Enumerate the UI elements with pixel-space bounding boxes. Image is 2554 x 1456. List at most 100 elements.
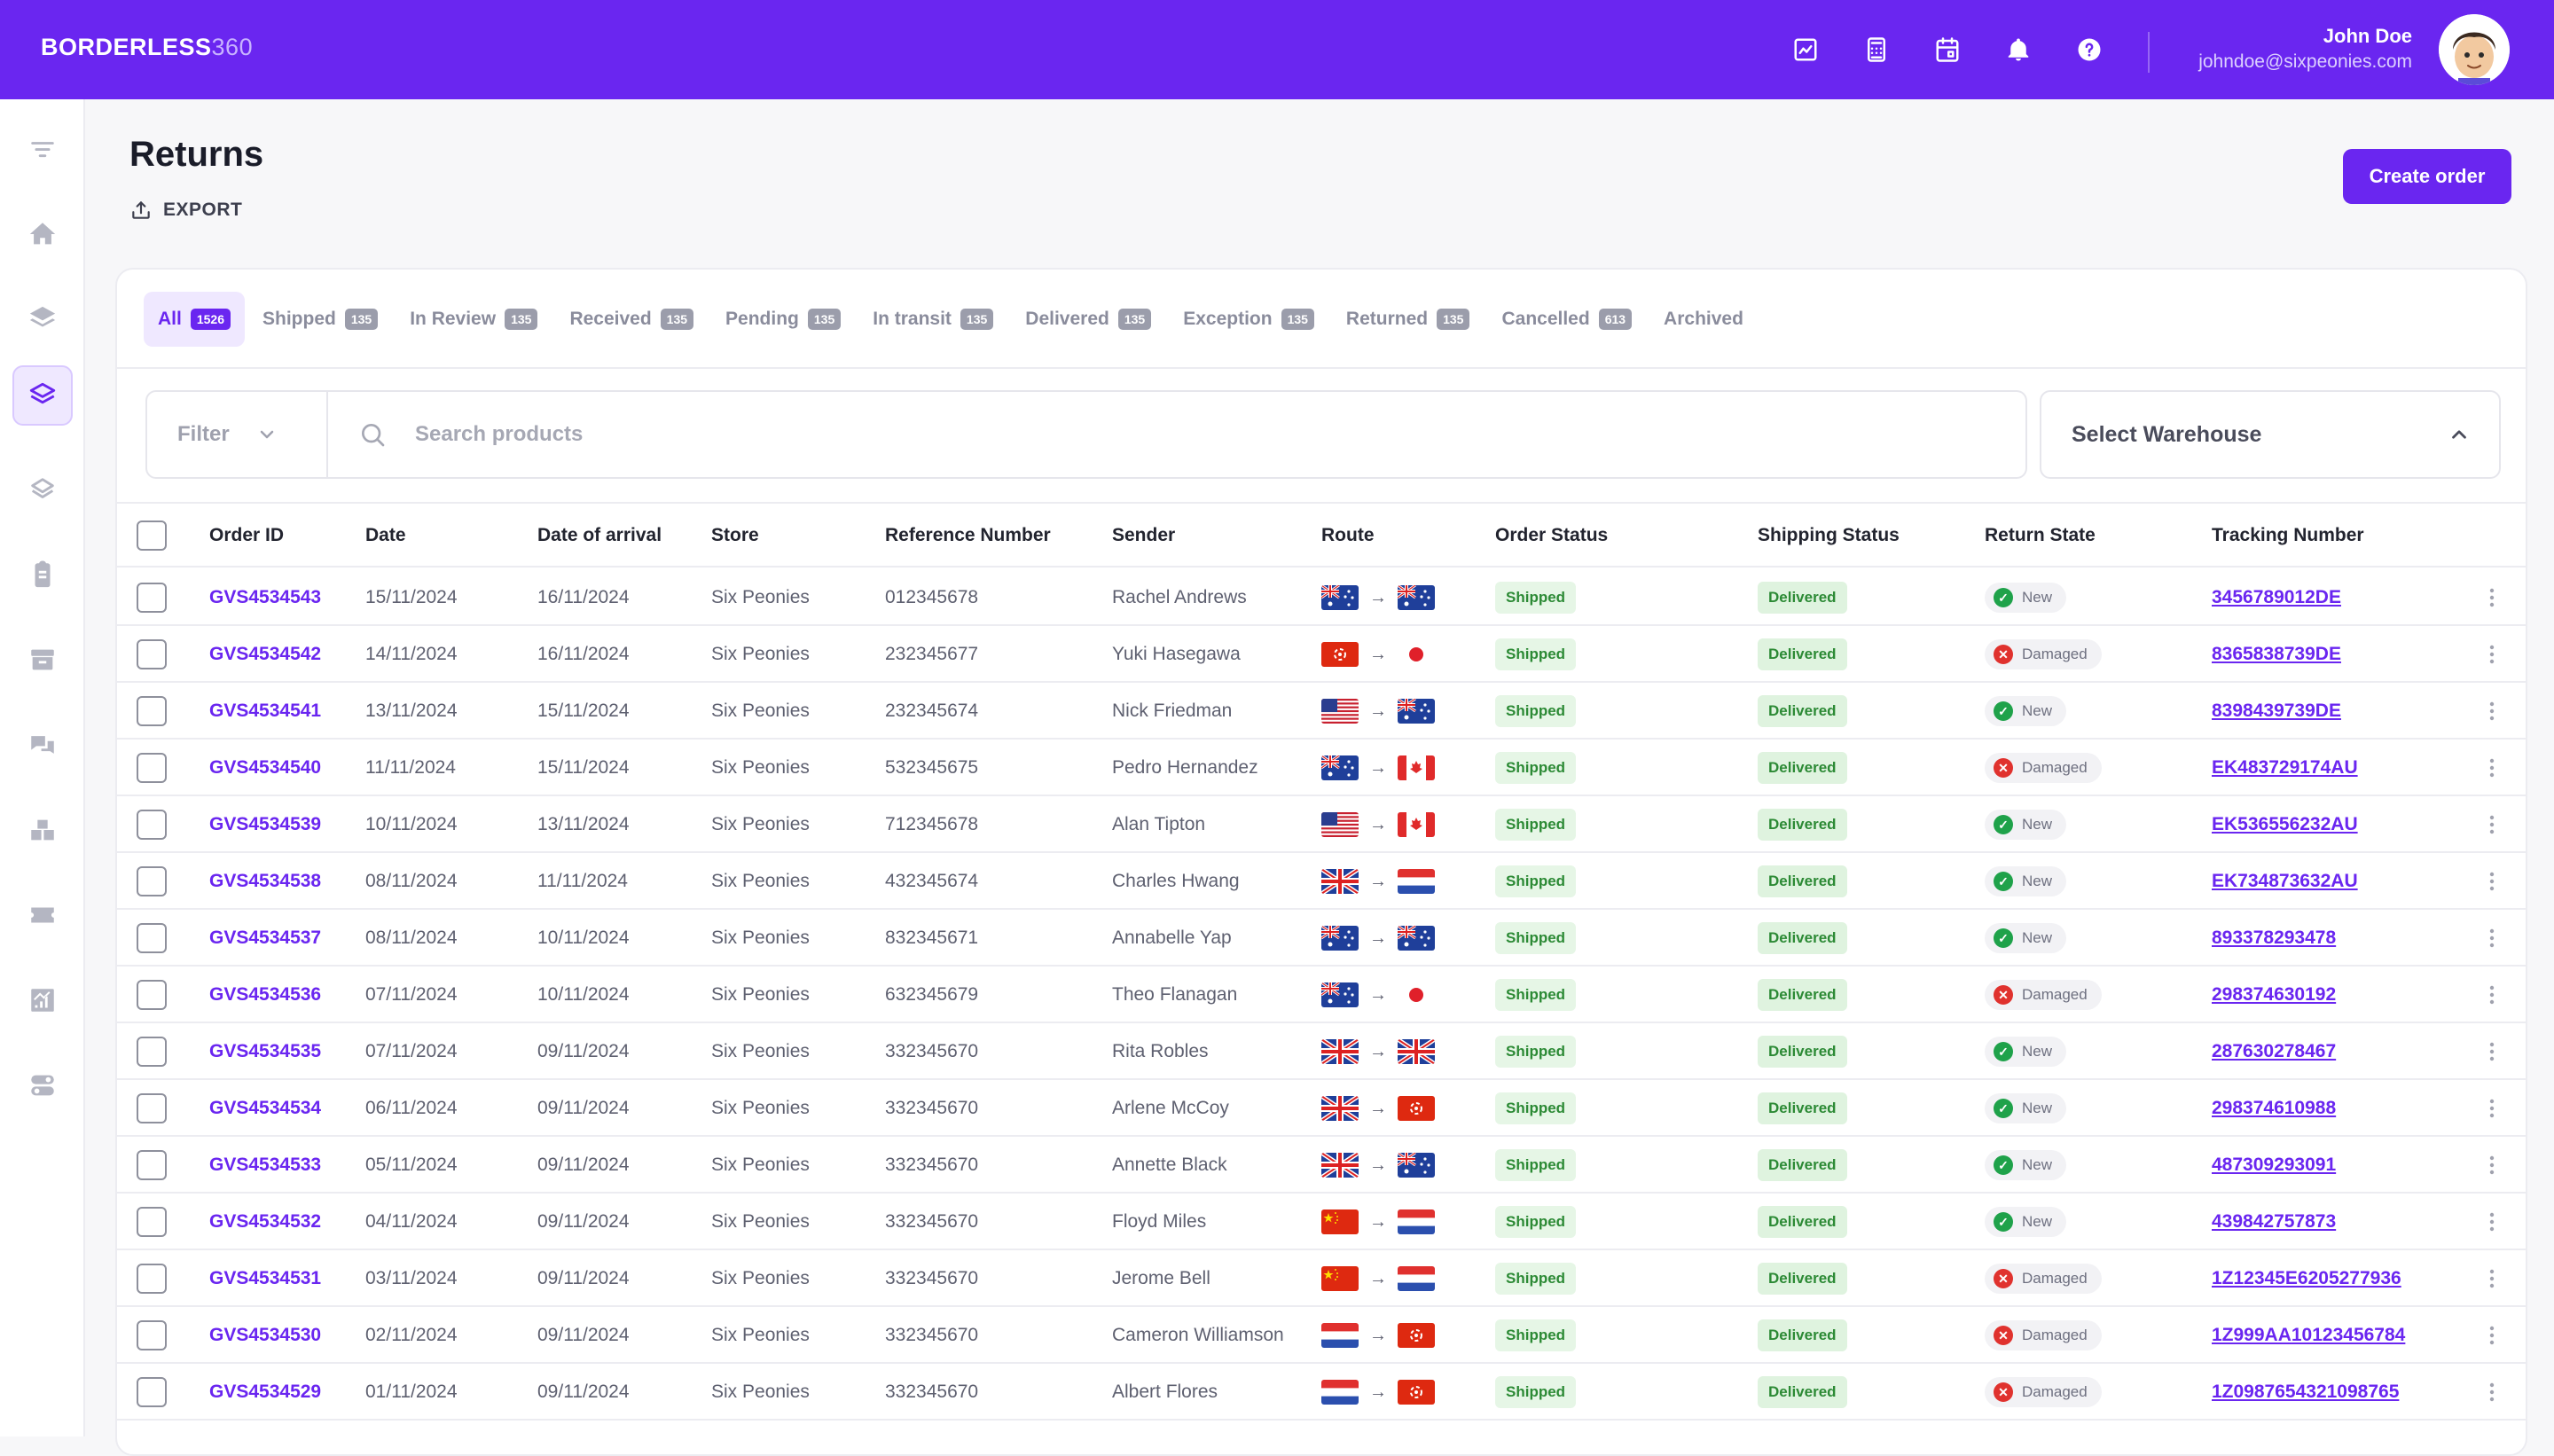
cell-order-id[interactable]: GVS4534530: [209, 1325, 322, 1345]
cell-order-id[interactable]: GVS4534531: [209, 1268, 322, 1288]
column-header[interactable]: Date of arrival: [537, 525, 662, 545]
column-header[interactable]: Order Status: [1495, 525, 1609, 545]
layers-outline-icon[interactable]: [12, 459, 73, 520]
home-icon[interactable]: [12, 204, 73, 264]
boxes-icon[interactable]: [12, 800, 73, 860]
row-checkbox[interactable]: [137, 810, 167, 840]
cell-order-id[interactable]: GVS4534536: [209, 984, 322, 1005]
row-checkbox[interactable]: [137, 639, 167, 669]
clipboard-icon[interactable]: [12, 544, 73, 605]
more-options-icon[interactable]: [2476, 922, 2508, 954]
row-checkbox[interactable]: [137, 696, 167, 726]
table-row[interactable]: GVS4534536 07/11/2024 10/11/2024 Six Peonie…: [117, 967, 2526, 1023]
cell-tracking[interactable]: 487309293091: [2212, 1155, 2337, 1175]
create-order-button[interactable]: Create order: [2343, 149, 2511, 204]
column-header[interactable]: Order ID: [209, 525, 285, 545]
table-row[interactable]: GVS4534539 10/11/2024 13/11/2024 Six Peonie…: [117, 796, 2526, 853]
column-header[interactable]: Store: [711, 525, 759, 545]
more-options-icon[interactable]: [2476, 1149, 2508, 1181]
chart-icon[interactable]: [1788, 32, 1823, 67]
brand-logo[interactable]: BORDERLESS360: [41, 34, 254, 60]
table-row[interactable]: GVS4534530 02/11/2024 09/11/2024 Six Peonie…: [117, 1307, 2526, 1364]
column-header[interactable]: Shipping Status: [1758, 525, 1900, 545]
column-header[interactable]: Date: [365, 525, 406, 545]
cell-order-id[interactable]: GVS4534534: [209, 1098, 322, 1118]
calendar-icon[interactable]: [1930, 32, 1965, 67]
toggle-icon[interactable]: [12, 1055, 73, 1115]
row-checkbox[interactable]: [137, 1207, 167, 1237]
tab-cancelled[interactable]: Cancelled 613: [1487, 292, 1646, 347]
filter-lines-icon[interactable]: [12, 121, 73, 181]
column-header[interactable]: Route: [1321, 525, 1375, 545]
table-row[interactable]: GVS4534541 13/11/2024 15/11/2024 Six Peonie…: [117, 683, 2526, 740]
row-checkbox[interactable]: [137, 1150, 167, 1180]
tab-pending[interactable]: Pending 135: [711, 292, 855, 347]
tab-exception[interactable]: Exception 135: [1169, 292, 1328, 347]
analytics-icon[interactable]: [12, 970, 73, 1030]
row-checkbox[interactable]: [137, 1377, 167, 1407]
more-options-icon[interactable]: [2476, 695, 2508, 727]
table-row[interactable]: GVS4534535 07/11/2024 09/11/2024 Six Peonie…: [117, 1023, 2526, 1080]
warehouse-select[interactable]: Select Warehouse: [2040, 390, 2501, 479]
row-checkbox[interactable]: [137, 1093, 167, 1123]
cell-tracking[interactable]: 893378293478: [2212, 928, 2337, 948]
tab-in-transit[interactable]: In transit 135: [858, 292, 1007, 347]
more-options-icon[interactable]: [2476, 752, 2508, 784]
cell-order-id[interactable]: GVS4534542: [209, 644, 322, 664]
more-options-icon[interactable]: [2476, 638, 2508, 670]
cell-order-id[interactable]: GVS4534543: [209, 587, 322, 607]
row-checkbox[interactable]: [137, 866, 167, 896]
column-header[interactable]: Reference Number: [885, 525, 1051, 545]
row-checkbox[interactable]: [137, 1037, 167, 1067]
more-options-icon[interactable]: [2476, 1376, 2508, 1408]
row-checkbox[interactable]: [137, 753, 167, 783]
cell-order-id[interactable]: GVS4534532: [209, 1211, 322, 1232]
select-all-checkbox[interactable]: [137, 521, 167, 551]
tab-delivered[interactable]: Delivered 135: [1011, 292, 1165, 347]
table-row[interactable]: GVS4534540 11/11/2024 15/11/2024 Six Peonie…: [117, 740, 2526, 796]
help-icon[interactable]: [2072, 32, 2107, 67]
cell-tracking[interactable]: 1Z999AA10123456784: [2212, 1325, 2406, 1345]
table-row[interactable]: GVS4534537 08/11/2024 10/11/2024 Six Peonie…: [117, 910, 2526, 967]
table-row[interactable]: GVS4534538 08/11/2024 11/11/2024 Six Peonie…: [117, 853, 2526, 910]
table-row[interactable]: GVS4534542 14/11/2024 16/11/2024 Six Peonie…: [117, 626, 2526, 683]
more-options-icon[interactable]: [2476, 1036, 2508, 1068]
tab-all[interactable]: All 1526: [144, 292, 245, 347]
row-checkbox[interactable]: [137, 923, 167, 953]
more-options-icon[interactable]: [2476, 979, 2508, 1011]
archive-icon[interactable]: [12, 630, 73, 690]
table-row[interactable]: GVS4534534 06/11/2024 09/11/2024 Six Peonie…: [117, 1080, 2526, 1137]
tab-shipped[interactable]: Shipped 135: [248, 292, 392, 347]
calculator-icon[interactable]: [1859, 32, 1894, 67]
cell-tracking[interactable]: 3456789012DE: [2212, 587, 2341, 607]
cell-order-id[interactable]: GVS4534535: [209, 1041, 322, 1061]
row-checkbox[interactable]: [137, 980, 167, 1010]
tab-archived[interactable]: Archived: [1649, 292, 1758, 347]
cell-tracking[interactable]: EK734873632AU: [2212, 871, 2358, 891]
table-row[interactable]: GVS4534532 04/11/2024 09/11/2024 Six Peonie…: [117, 1194, 2526, 1250]
cell-tracking[interactable]: 298374610988: [2212, 1098, 2337, 1118]
more-options-icon[interactable]: [2476, 1263, 2508, 1295]
export-button[interactable]: EXPORT: [129, 199, 242, 222]
column-header[interactable]: Tracking Number: [2212, 525, 2364, 545]
cell-tracking[interactable]: 439842757873: [2212, 1211, 2337, 1232]
column-header[interactable]: Sender: [1112, 525, 1176, 545]
cell-tracking[interactable]: EK483729174AU: [2212, 757, 2358, 778]
table-row[interactable]: GVS4534531 03/11/2024 09/11/2024 Six Peonie…: [117, 1250, 2526, 1307]
cell-order-id[interactable]: GVS4534529: [209, 1382, 322, 1402]
more-options-icon[interactable]: [2476, 1206, 2508, 1238]
more-options-icon[interactable]: [2476, 865, 2508, 897]
ticket-icon[interactable]: [12, 885, 73, 945]
cell-order-id[interactable]: GVS4534540: [209, 757, 322, 778]
more-options-icon[interactable]: [2476, 1092, 2508, 1124]
cell-tracking[interactable]: 8365838739DE: [2212, 644, 2341, 664]
layers-icon[interactable]: [12, 289, 73, 349]
cell-tracking[interactable]: 287630278467: [2212, 1041, 2337, 1061]
avatar[interactable]: [2439, 14, 2510, 85]
chat-icon[interactable]: [12, 715, 73, 775]
cell-order-id[interactable]: GVS4534533: [209, 1155, 322, 1175]
table-row[interactable]: GVS4534529 01/11/2024 09/11/2024 Six Peonie…: [117, 1364, 2526, 1421]
table-row[interactable]: GVS4534533 05/11/2024 09/11/2024 Six Peonie…: [117, 1137, 2526, 1194]
cell-tracking[interactable]: 8398439739DE: [2212, 701, 2341, 721]
bell-icon[interactable]: [2001, 32, 2036, 67]
